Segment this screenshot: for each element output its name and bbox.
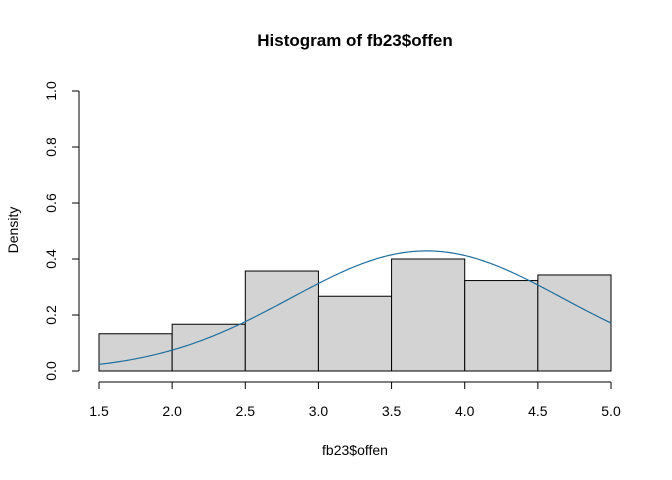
y-tick-label: 0.8 (43, 137, 59, 157)
normal-density-curve (98, 250, 612, 365)
y-axis: 0.0 0.2 0.4 0.6 0.8 1.0 (43, 81, 80, 381)
x-tick-label: 4.5 (528, 403, 548, 419)
y-axis-label: Density (5, 207, 21, 254)
x-axis-label: fb23$offen (322, 442, 388, 458)
histogram-bar (391, 258, 466, 372)
y-tick-label: 0.2 (43, 305, 59, 325)
histogram-bars (98, 258, 612, 372)
x-tick-label: 1.5 (89, 403, 109, 419)
x-tick-label: 2.5 (236, 403, 256, 419)
chart-title: Histogram of fb23$offen (257, 31, 453, 50)
histogram-bar (98, 333, 173, 372)
histogram-bar (171, 323, 246, 372)
x-tick-label: 4.0 (455, 403, 475, 419)
histogram-bar (537, 274, 612, 372)
y-tick-label: 0.6 (43, 193, 59, 213)
y-tick-label: 0.4 (43, 249, 59, 269)
histogram-bar (464, 280, 539, 372)
x-tick-label: 2.0 (162, 403, 182, 419)
histogram-bar (244, 270, 319, 372)
y-tick-label: 1.0 (43, 81, 59, 101)
y-tick-label: 0.0 (43, 361, 59, 381)
x-axis: 1.5 2.0 2.5 3.0 3.5 4.0 4.5 5.0 (89, 381, 621, 419)
x-tick-label: 3.5 (382, 403, 402, 419)
histogram-bar (317, 295, 393, 372)
x-tick-label: 3.0 (309, 403, 329, 419)
x-tick-label: 5.0 (601, 403, 621, 419)
